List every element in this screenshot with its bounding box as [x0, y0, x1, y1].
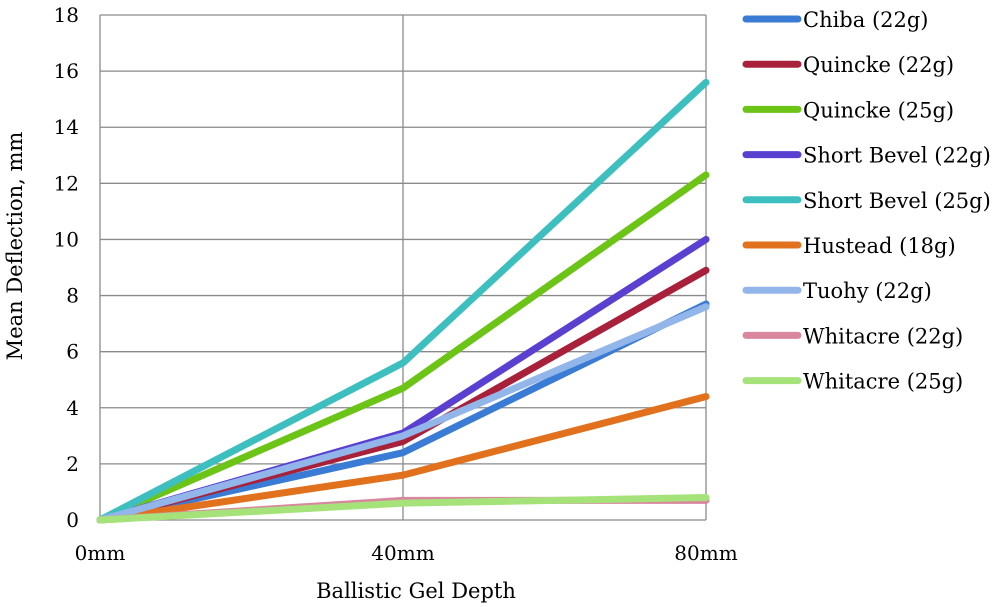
series-line-2	[96, 171, 710, 524]
y-axis-tick-labels: 0 2 4 6 8 10 12 14 16 18	[54, 3, 79, 532]
legend-label: Whitacre (25g)	[803, 370, 963, 394]
series-line-6	[96, 303, 710, 524]
y-tick-label: 18	[54, 3, 79, 27]
series-lines	[96, 78, 710, 524]
legend-label: Quincke (22g)	[803, 53, 954, 77]
x-tick-label: 80mm	[674, 541, 737, 565]
y-tick-label: 6	[66, 340, 79, 364]
legend-label: Short Bevel (25g)	[803, 189, 991, 213]
legend-label: Chiba (22g)	[803, 8, 929, 32]
legend-label: Hustead (18g)	[803, 234, 956, 258]
x-axis-title: Ballistic Gel Depth	[316, 579, 516, 603]
y-tick-label: 4	[66, 396, 79, 420]
legend-label: Tuohy (22g)	[803, 279, 932, 303]
y-tick-label: 0	[66, 508, 79, 532]
series-line-5	[96, 393, 710, 524]
legend: Chiba (22g) Quincke (22g) Quincke (25g) Sho…	[742, 8, 991, 394]
y-tick-label: 14	[54, 115, 79, 139]
y-tick-label: 12	[54, 171, 79, 195]
series-line-8	[96, 494, 710, 524]
y-tick-label: 2	[66, 452, 79, 476]
legend-label: Quincke (25g)	[803, 98, 954, 122]
y-tick-label: 10	[54, 227, 79, 251]
x-tick-label: 40mm	[371, 541, 434, 565]
x-tick-label: 0mm	[75, 541, 126, 565]
x-axis-tick-labels: 0mm 40mm 80mm	[75, 541, 738, 565]
y-tick-label: 8	[66, 284, 79, 308]
legend-label: Short Bevel (22g)	[803, 144, 991, 168]
series-line-4	[96, 78, 710, 524]
y-axis-title: Mean Deflection, mm	[3, 132, 27, 361]
legend-label: Whitacre (22g)	[803, 324, 963, 348]
y-tick-label: 16	[54, 59, 79, 83]
